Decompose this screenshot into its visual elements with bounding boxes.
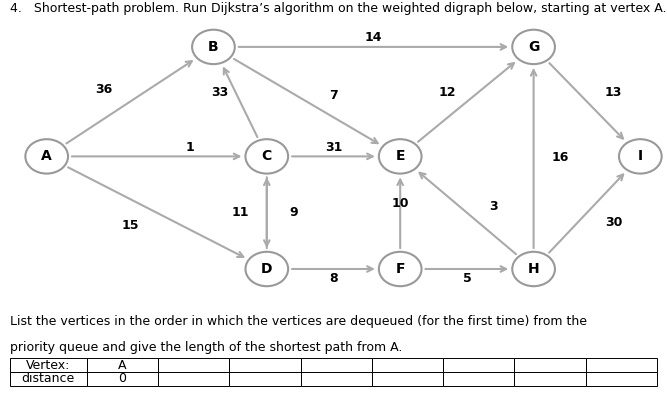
Text: C: C	[261, 150, 272, 163]
Text: 31: 31	[325, 140, 342, 154]
Text: 36: 36	[95, 83, 112, 96]
Text: 11: 11	[231, 206, 249, 219]
Ellipse shape	[25, 139, 68, 174]
FancyBboxPatch shape	[87, 358, 158, 372]
Text: 1: 1	[185, 140, 195, 154]
Text: 0: 0	[118, 372, 126, 385]
FancyBboxPatch shape	[586, 358, 657, 372]
Ellipse shape	[245, 252, 288, 286]
Ellipse shape	[619, 139, 662, 174]
Text: 9: 9	[289, 206, 297, 219]
Text: 3: 3	[490, 200, 498, 213]
Ellipse shape	[245, 139, 288, 174]
FancyBboxPatch shape	[158, 372, 229, 386]
Ellipse shape	[192, 30, 235, 64]
Text: B: B	[208, 40, 219, 54]
Text: 30: 30	[605, 216, 622, 229]
FancyBboxPatch shape	[372, 358, 443, 372]
FancyBboxPatch shape	[87, 372, 158, 386]
FancyBboxPatch shape	[301, 372, 372, 386]
Text: A: A	[118, 358, 127, 372]
FancyBboxPatch shape	[229, 372, 301, 386]
Ellipse shape	[379, 139, 422, 174]
Text: 16: 16	[552, 152, 569, 164]
Text: 15: 15	[121, 219, 139, 232]
FancyBboxPatch shape	[229, 358, 301, 372]
Text: 13: 13	[605, 86, 622, 99]
Text: 8: 8	[329, 272, 338, 285]
Text: 7: 7	[329, 89, 338, 102]
Ellipse shape	[512, 30, 555, 64]
FancyBboxPatch shape	[586, 372, 657, 386]
Text: Vertex:: Vertex:	[26, 358, 71, 372]
Text: 14: 14	[365, 31, 382, 44]
FancyBboxPatch shape	[158, 358, 229, 372]
Text: E: E	[396, 150, 405, 163]
Text: I: I	[638, 150, 643, 163]
FancyBboxPatch shape	[372, 372, 443, 386]
FancyBboxPatch shape	[10, 358, 87, 372]
Ellipse shape	[512, 252, 555, 286]
FancyBboxPatch shape	[514, 358, 586, 372]
Ellipse shape	[379, 252, 422, 286]
Text: List the vertices in the order in which the vertices are dequeued (for the first: List the vertices in the order in which …	[10, 314, 587, 328]
Text: 4.   Shortest-path problem. Run Dijkstra’s algorithm on the weighted digraph bel: 4. Shortest-path problem. Run Dijkstra’s…	[10, 2, 666, 15]
Text: distance: distance	[22, 372, 75, 385]
Text: D: D	[261, 262, 273, 276]
FancyBboxPatch shape	[443, 372, 514, 386]
Text: 12: 12	[438, 86, 456, 99]
FancyBboxPatch shape	[514, 372, 586, 386]
Text: 10: 10	[392, 197, 409, 210]
Text: priority queue and give the length of the shortest path from A.: priority queue and give the length of th…	[10, 341, 402, 354]
Text: 5: 5	[462, 272, 472, 285]
FancyBboxPatch shape	[301, 358, 372, 372]
Text: A: A	[41, 150, 52, 163]
FancyBboxPatch shape	[10, 372, 87, 386]
Text: G: G	[528, 40, 540, 54]
Text: H: H	[528, 262, 540, 276]
FancyBboxPatch shape	[443, 358, 514, 372]
Text: F: F	[396, 262, 405, 276]
Text: 33: 33	[211, 86, 229, 99]
